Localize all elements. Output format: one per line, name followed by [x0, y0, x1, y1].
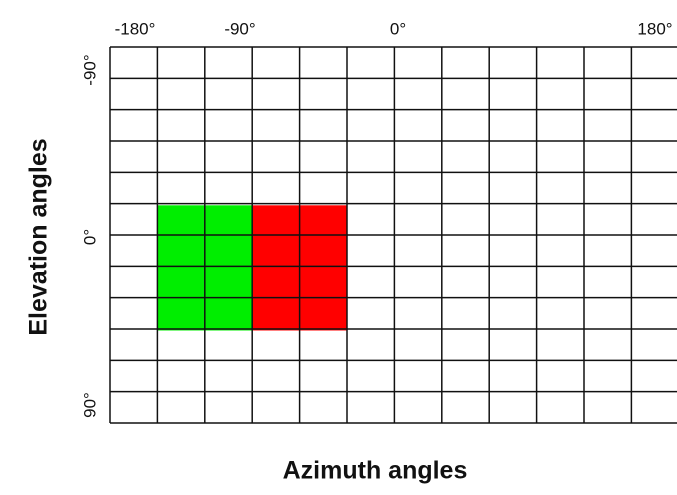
- y-label: 0°: [80, 229, 99, 245]
- x-label: 180°: [637, 19, 672, 38]
- x-label: -180°: [115, 19, 156, 38]
- x-axis-title: Azimuth angles: [283, 457, 468, 485]
- x-label: -90°: [224, 19, 255, 38]
- y-label: -90°: [80, 54, 99, 85]
- x-label: 0°: [390, 19, 406, 38]
- grid: [109, 46, 677, 424]
- y-axis-title: Elevation angles: [25, 138, 53, 335]
- y-label: 90°: [80, 392, 99, 418]
